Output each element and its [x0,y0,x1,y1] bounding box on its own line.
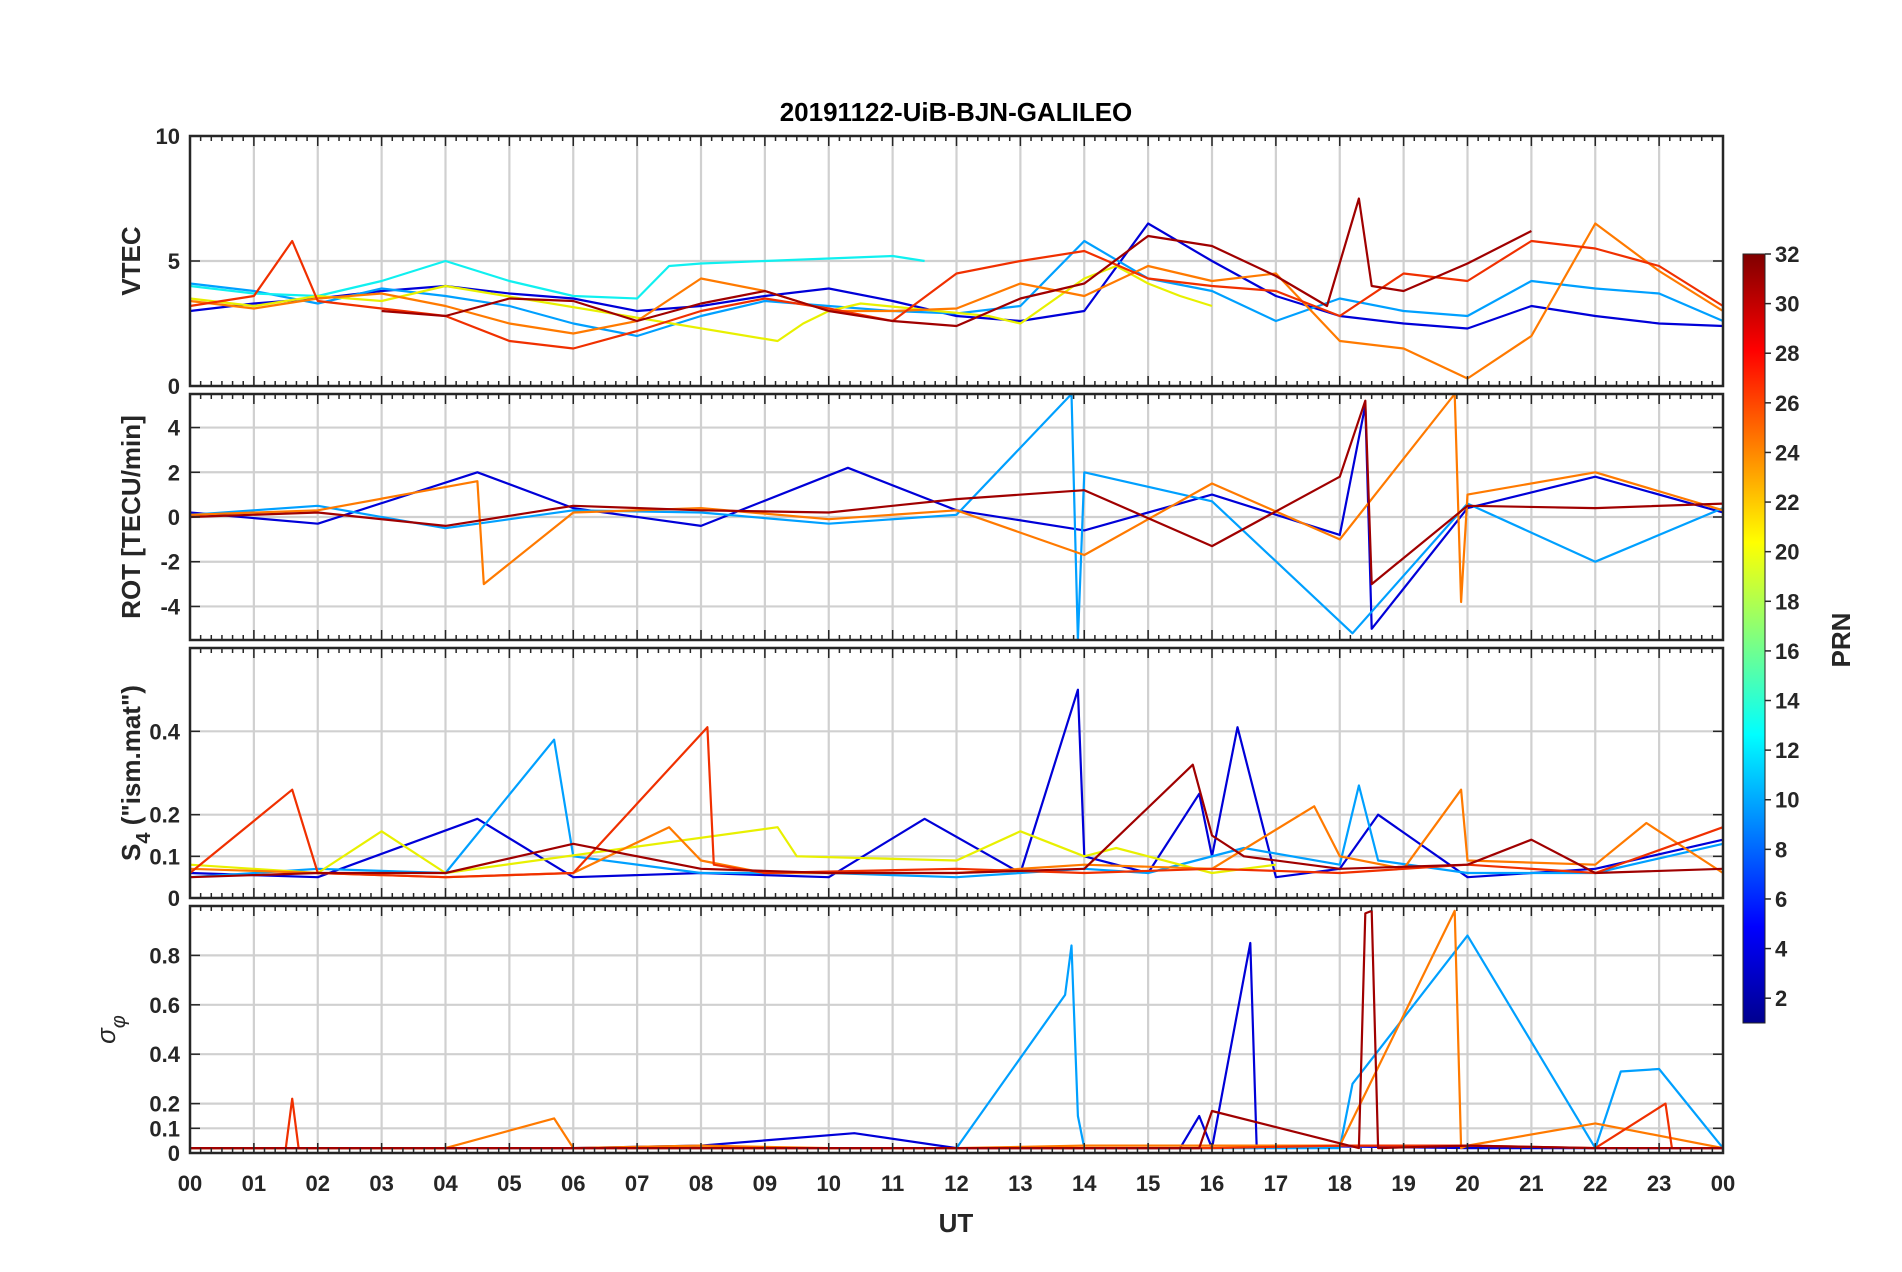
y-tick-label: 4 [168,416,181,441]
y-tick-label: 0.8 [149,943,180,968]
series-line-prn-31 [189,399,1724,586]
y-axis-label-rest: ("ism.mat") [116,685,146,832]
x-tick-label: 00 [1711,1171,1735,1196]
x-tick-label: 04 [433,1171,458,1196]
colorbar-label: PRN [1826,613,1856,668]
y-tick-label: 0 [168,505,180,530]
x-tick-label: 03 [369,1171,393,1196]
y-axis-label: ROT [TECU/min] [116,415,146,619]
x-tick-label: 22 [1583,1171,1607,1196]
y-tick-label: 0.2 [149,803,180,828]
colorbar-tick-label: 8 [1775,837,1787,862]
x-tick-label: 02 [306,1171,330,1196]
x-tick-label: 01 [242,1171,266,1196]
colorbar-tick-label: 6 [1775,887,1787,912]
y-tick-label: 0 [168,1141,180,1166]
x-tick-label: 17 [1264,1171,1288,1196]
y-tick-label: -2 [160,550,180,575]
y-tick-label: 0.1 [149,1116,180,1141]
chart-title: 20191122-UiB-BJN-GALILEO [780,97,1133,127]
x-tick-label: 12 [944,1171,968,1196]
y-tick-label: 5 [168,249,180,274]
y-axis-label-sub: 4 [133,832,155,844]
series-line-prn-19 [189,264,1213,343]
x-tick-label: 06 [561,1171,585,1196]
colorbar-tick-label: 4 [1775,937,1788,962]
y-tick-label: 0.2 [149,1092,180,1117]
x-tick-label: 21 [1519,1171,1543,1196]
y-tick-label: 0.1 [149,844,180,869]
x-tick-label: 15 [1136,1171,1160,1196]
colorbar-tick-label: 12 [1775,738,1799,763]
colorbar-tick-label: 32 [1775,242,1799,267]
series-line-prn-31 [189,763,1724,879]
y-tick-label: 0.4 [149,719,180,744]
x-tick-label: 11 [881,1171,904,1196]
y-tick-label: 0 [168,886,180,911]
x-tick-label: 14 [1072,1171,1097,1196]
series-line-prn-13 [189,254,925,300]
panel-ROT: -4 -2 0 2 4 ROT [TECU/min] [116,392,1725,642]
x-tick-label: 20 [1455,1171,1479,1196]
colorbar-tick-label: 30 [1775,292,1799,317]
y-tick-label: 0.4 [149,1042,180,1067]
x-axis-label: UT [939,1208,974,1238]
colorbar-tick-label: 18 [1775,589,1799,614]
x-tick-label: 18 [1328,1171,1352,1196]
colorbar-tick-label: 20 [1775,540,1799,565]
y-axis-label-main: S [116,844,146,861]
colorbar-tick-label: 10 [1775,788,1799,813]
x-tick-label: 19 [1391,1171,1415,1196]
series-line-prn-24 [189,392,1724,604]
y-tick-label: 2 [168,460,180,485]
y-tick-label: 0 [168,374,180,399]
x-tick-label: 09 [753,1171,777,1196]
colorbar-tick-label: 2 [1775,986,1787,1011]
x-tick-label: 16 [1200,1171,1224,1196]
y-tick-label: 10 [156,124,180,149]
colorbar-tick-label: 26 [1775,391,1799,416]
colorbar-tick-label: 22 [1775,490,1799,515]
colorbar-tick-label: 14 [1775,689,1800,714]
series-line-prn-27 [189,239,1724,350]
colorbar-tick-label: 16 [1775,639,1799,664]
panel-S4: 00.10.20.4S4 ("ism.mat") [116,646,1725,911]
series-line-prn-27 [189,726,1724,879]
x-tick-label: 23 [1647,1171,1671,1196]
y-axis-label: S4 ("ism.mat") [116,685,155,861]
panel-VTEC: 0 5 10 VTEC [116,124,1725,399]
series-line-prn-31 [381,197,1532,328]
x-tick-label: 05 [497,1171,521,1196]
x-tick-label: 13 [1008,1171,1032,1196]
panel-sigma_phi: 00.10.2 0.4 0.6 0.8 σφ 00 01 02 03 04 05 06 07 08 09 10… [91,904,1735,1196]
x-tick-label: 07 [625,1171,649,1196]
colorbar-gradient [1742,253,1766,1024]
series-line-prn-19 [189,826,1277,875]
y-axis-label-main: σ [91,1027,121,1044]
series-line-prn-3 [189,404,1724,630]
y-axis-label-sub: φ [108,1015,130,1028]
x-tick-label: 08 [689,1171,713,1196]
y-axis-label: VTEC [116,226,146,296]
colorbar-tick-label: 24 [1775,440,1800,465]
x-tick-label: 00 [178,1171,202,1196]
x-tick-label: 10 [817,1171,841,1196]
y-tick-label: 0.6 [149,993,180,1018]
colorbar-tick-label: 28 [1775,341,1799,366]
y-tick-label: -4 [160,594,180,619]
y-axis-label: σφ [91,1015,130,1044]
